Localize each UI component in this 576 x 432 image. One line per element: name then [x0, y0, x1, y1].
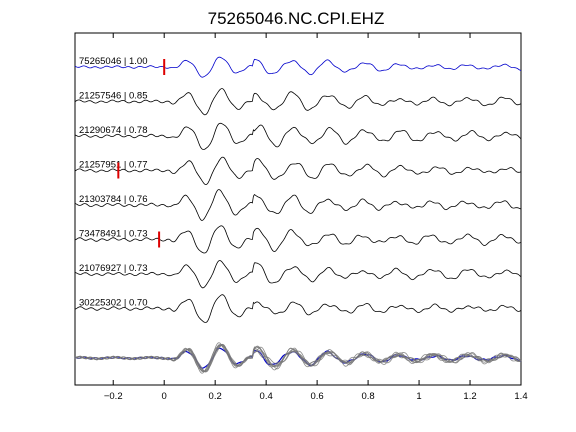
- x-tick-label: 0.8: [361, 391, 374, 402]
- traces-layer: 75265046 | 1.00 21257546 | 0.85 21290674 |…: [74, 56, 522, 323]
- chart-title: 75265046.NC.CPI.EHZ: [208, 9, 385, 28]
- x-tick-label: 1: [416, 391, 421, 402]
- trace-line: [74, 122, 522, 150]
- x-tick-label: −0.2: [104, 391, 123, 402]
- trace-line: [74, 156, 522, 186]
- x-tick-label: 1.4: [514, 391, 527, 402]
- trace-7: 21076927 | 0.73: [74, 260, 522, 289]
- trace-line: [74, 294, 522, 323]
- trace-line: [74, 260, 522, 289]
- trace-label: 21257951 | 0.77: [79, 160, 148, 171]
- x-tick-label: 0: [162, 391, 167, 402]
- trace-3: 21290674 | 0.78: [74, 122, 522, 150]
- reference-trace-line: [74, 56, 522, 78]
- trace-label: 73478491 | 0.73: [79, 229, 148, 240]
- x-tick-label: 0.6: [311, 391, 324, 402]
- x-tick-label: 0.2: [209, 391, 222, 402]
- stack-trace-line: [74, 343, 522, 373]
- trace-line: [74, 225, 522, 254]
- trace-6: 73478491 | 0.73: [74, 225, 522, 254]
- trace-2: 21257546 | 0.85: [74, 88, 522, 116]
- stack-layer: [74, 342, 522, 374]
- trace-1: 75265046 | 1.00: [74, 56, 522, 78]
- x-axis: −0.2 0 0.2 0.4 0.6 0.8 1 1.2 1.4: [104, 33, 528, 402]
- trace-label: 30225302 | 0.70: [79, 298, 148, 309]
- trace-label: 21303784 | 0.76: [79, 194, 148, 205]
- x-tick-label: 0.4: [260, 391, 273, 402]
- trace-line: [74, 189, 522, 221]
- trace-label: 75265046 | 1.00: [79, 56, 148, 67]
- trace-5: 21303784 | 0.76: [74, 189, 522, 221]
- trace-line: [74, 88, 522, 116]
- trace-label: 21076927 | 0.73: [79, 263, 148, 274]
- trace-label: 21257546 | 0.85: [79, 91, 148, 102]
- trace-8: 30225302 | 0.70: [74, 294, 522, 323]
- x-tick-label: 1.2: [463, 391, 476, 402]
- trace-4: 21257951 | 0.77: [74, 156, 522, 186]
- trace-label: 21290674 | 0.78: [79, 125, 148, 136]
